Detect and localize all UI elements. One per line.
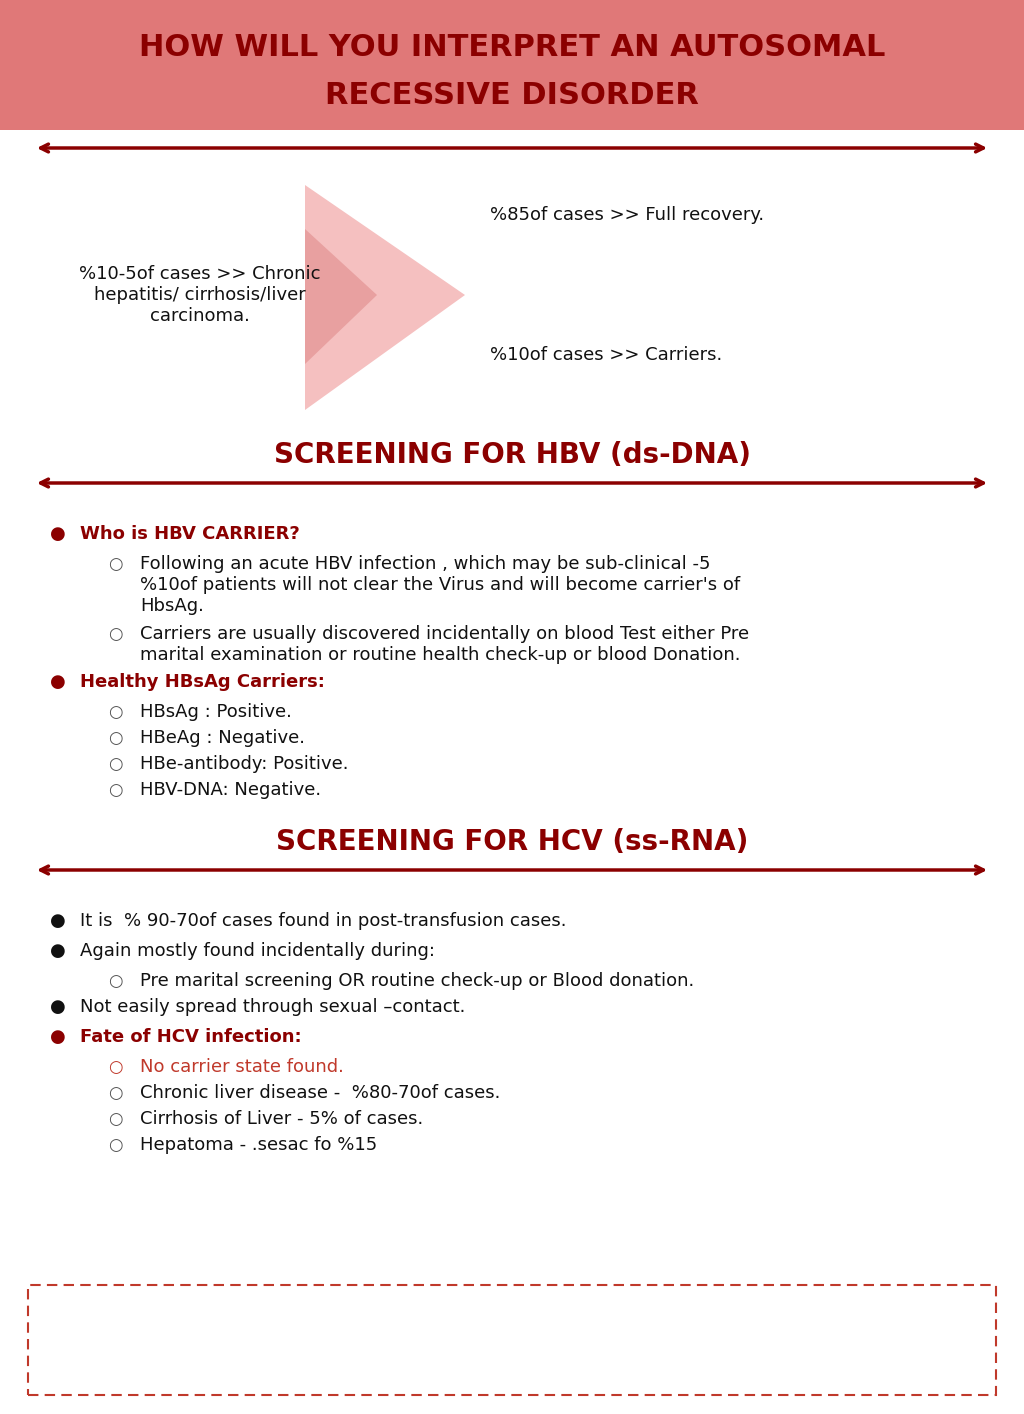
Text: HOW WILL YOU INTERPRET AN AUTOSOMAL: HOW WILL YOU INTERPRET AN AUTOSOMAL xyxy=(139,34,885,62)
Text: HBeAg : Negative.: HBeAg : Negative. xyxy=(140,730,305,747)
Text: ●: ● xyxy=(50,942,66,960)
Text: ●: ● xyxy=(50,912,66,930)
Text: No carrier state found.: No carrier state found. xyxy=(140,1058,344,1076)
Text: ○: ○ xyxy=(108,730,122,747)
Text: ○: ○ xyxy=(108,1085,122,1102)
Text: ○: ○ xyxy=(108,1135,122,1154)
Text: ○: ○ xyxy=(108,755,122,773)
Polygon shape xyxy=(305,229,377,296)
Text: Chronic liver disease -  %80-70of cases.: Chronic liver disease - %80-70of cases. xyxy=(140,1085,501,1102)
Text: %10of cases >> Carriers.: %10of cases >> Carriers. xyxy=(490,346,722,363)
Polygon shape xyxy=(305,296,377,363)
Text: Again mostly found incidentally during:: Again mostly found incidentally during: xyxy=(80,942,435,960)
Text: Who is HBV CARRIER?: Who is HBV CARRIER? xyxy=(80,525,300,543)
Text: SCREENING FOR HBV (ds-DNA): SCREENING FOR HBV (ds-DNA) xyxy=(273,441,751,469)
Text: RECESSIVE DISORDER: RECESSIVE DISORDER xyxy=(325,81,699,109)
Text: SCREENING FOR HCV (ss-RNA): SCREENING FOR HCV (ss-RNA) xyxy=(275,829,749,855)
Text: Hepatoma - .sesac fo %15: Hepatoma - .sesac fo %15 xyxy=(140,1135,377,1154)
Text: ●: ● xyxy=(50,998,66,1017)
Bar xyxy=(0,0,1024,130)
Text: Following an acute HBV infection , which may be sub-clinical -5
%10of patients w: Following an acute HBV infection , which… xyxy=(140,556,740,615)
Text: HBV-DNA: Negative.: HBV-DNA: Negative. xyxy=(140,781,322,799)
Text: It is  % 90-70of cases found in post-transfusion cases.: It is % 90-70of cases found in post-tran… xyxy=(80,912,566,930)
Text: HBe-antibody: Positive.: HBe-antibody: Positive. xyxy=(140,755,348,773)
Text: ●: ● xyxy=(50,1028,66,1046)
Text: Not easily spread through sexual –contact.: Not easily spread through sexual –contac… xyxy=(80,998,465,1017)
Polygon shape xyxy=(305,296,465,410)
Text: ○: ○ xyxy=(108,703,122,721)
Text: ○: ○ xyxy=(108,625,122,643)
Text: ●: ● xyxy=(50,673,66,691)
Text: ○: ○ xyxy=(108,781,122,799)
Text: Pre marital screening OR routine check-up or Blood donation.: Pre marital screening OR routine check-u… xyxy=(140,971,694,990)
Polygon shape xyxy=(305,185,465,296)
Text: Carriers are usually discovered incidentally on blood Test either Pre
marital ex: Carriers are usually discovered incident… xyxy=(140,625,750,663)
Text: ○: ○ xyxy=(108,1110,122,1128)
Text: %85of cases >> Full recovery.: %85of cases >> Full recovery. xyxy=(490,206,764,223)
Text: ○: ○ xyxy=(108,971,122,990)
Text: ●: ● xyxy=(50,525,66,543)
Text: Healthy HBsAg Carriers:: Healthy HBsAg Carriers: xyxy=(80,673,325,691)
Text: %10-5of cases >> Chronic
hepatitis/ cirrhosis/liver
carcinoma.: %10-5of cases >> Chronic hepatitis/ cirr… xyxy=(79,266,321,325)
Text: ○: ○ xyxy=(108,556,122,573)
Text: ○: ○ xyxy=(108,1058,122,1076)
Text: HBsAg : Positive.: HBsAg : Positive. xyxy=(140,703,292,721)
Text: Fate of HCV infection:: Fate of HCV infection: xyxy=(80,1028,302,1046)
Text: Cirrhosis of Liver - 5% of cases.: Cirrhosis of Liver - 5% of cases. xyxy=(140,1110,423,1128)
